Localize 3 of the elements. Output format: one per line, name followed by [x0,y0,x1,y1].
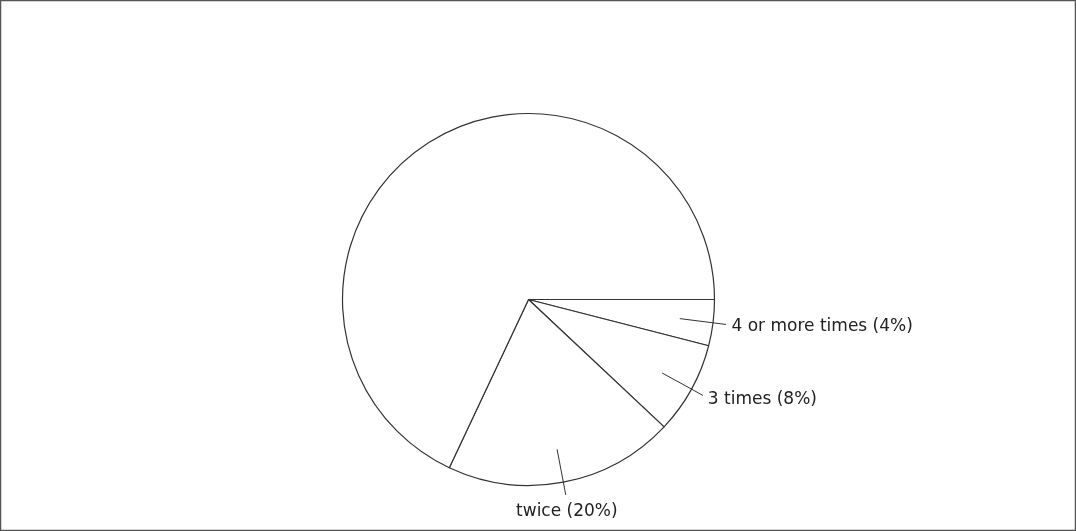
slice-label: 3 times (8%) [707,388,817,409]
slice-label: twice (20%) [516,500,618,521]
slice-label: 4 or more times (4%) [731,315,913,336]
